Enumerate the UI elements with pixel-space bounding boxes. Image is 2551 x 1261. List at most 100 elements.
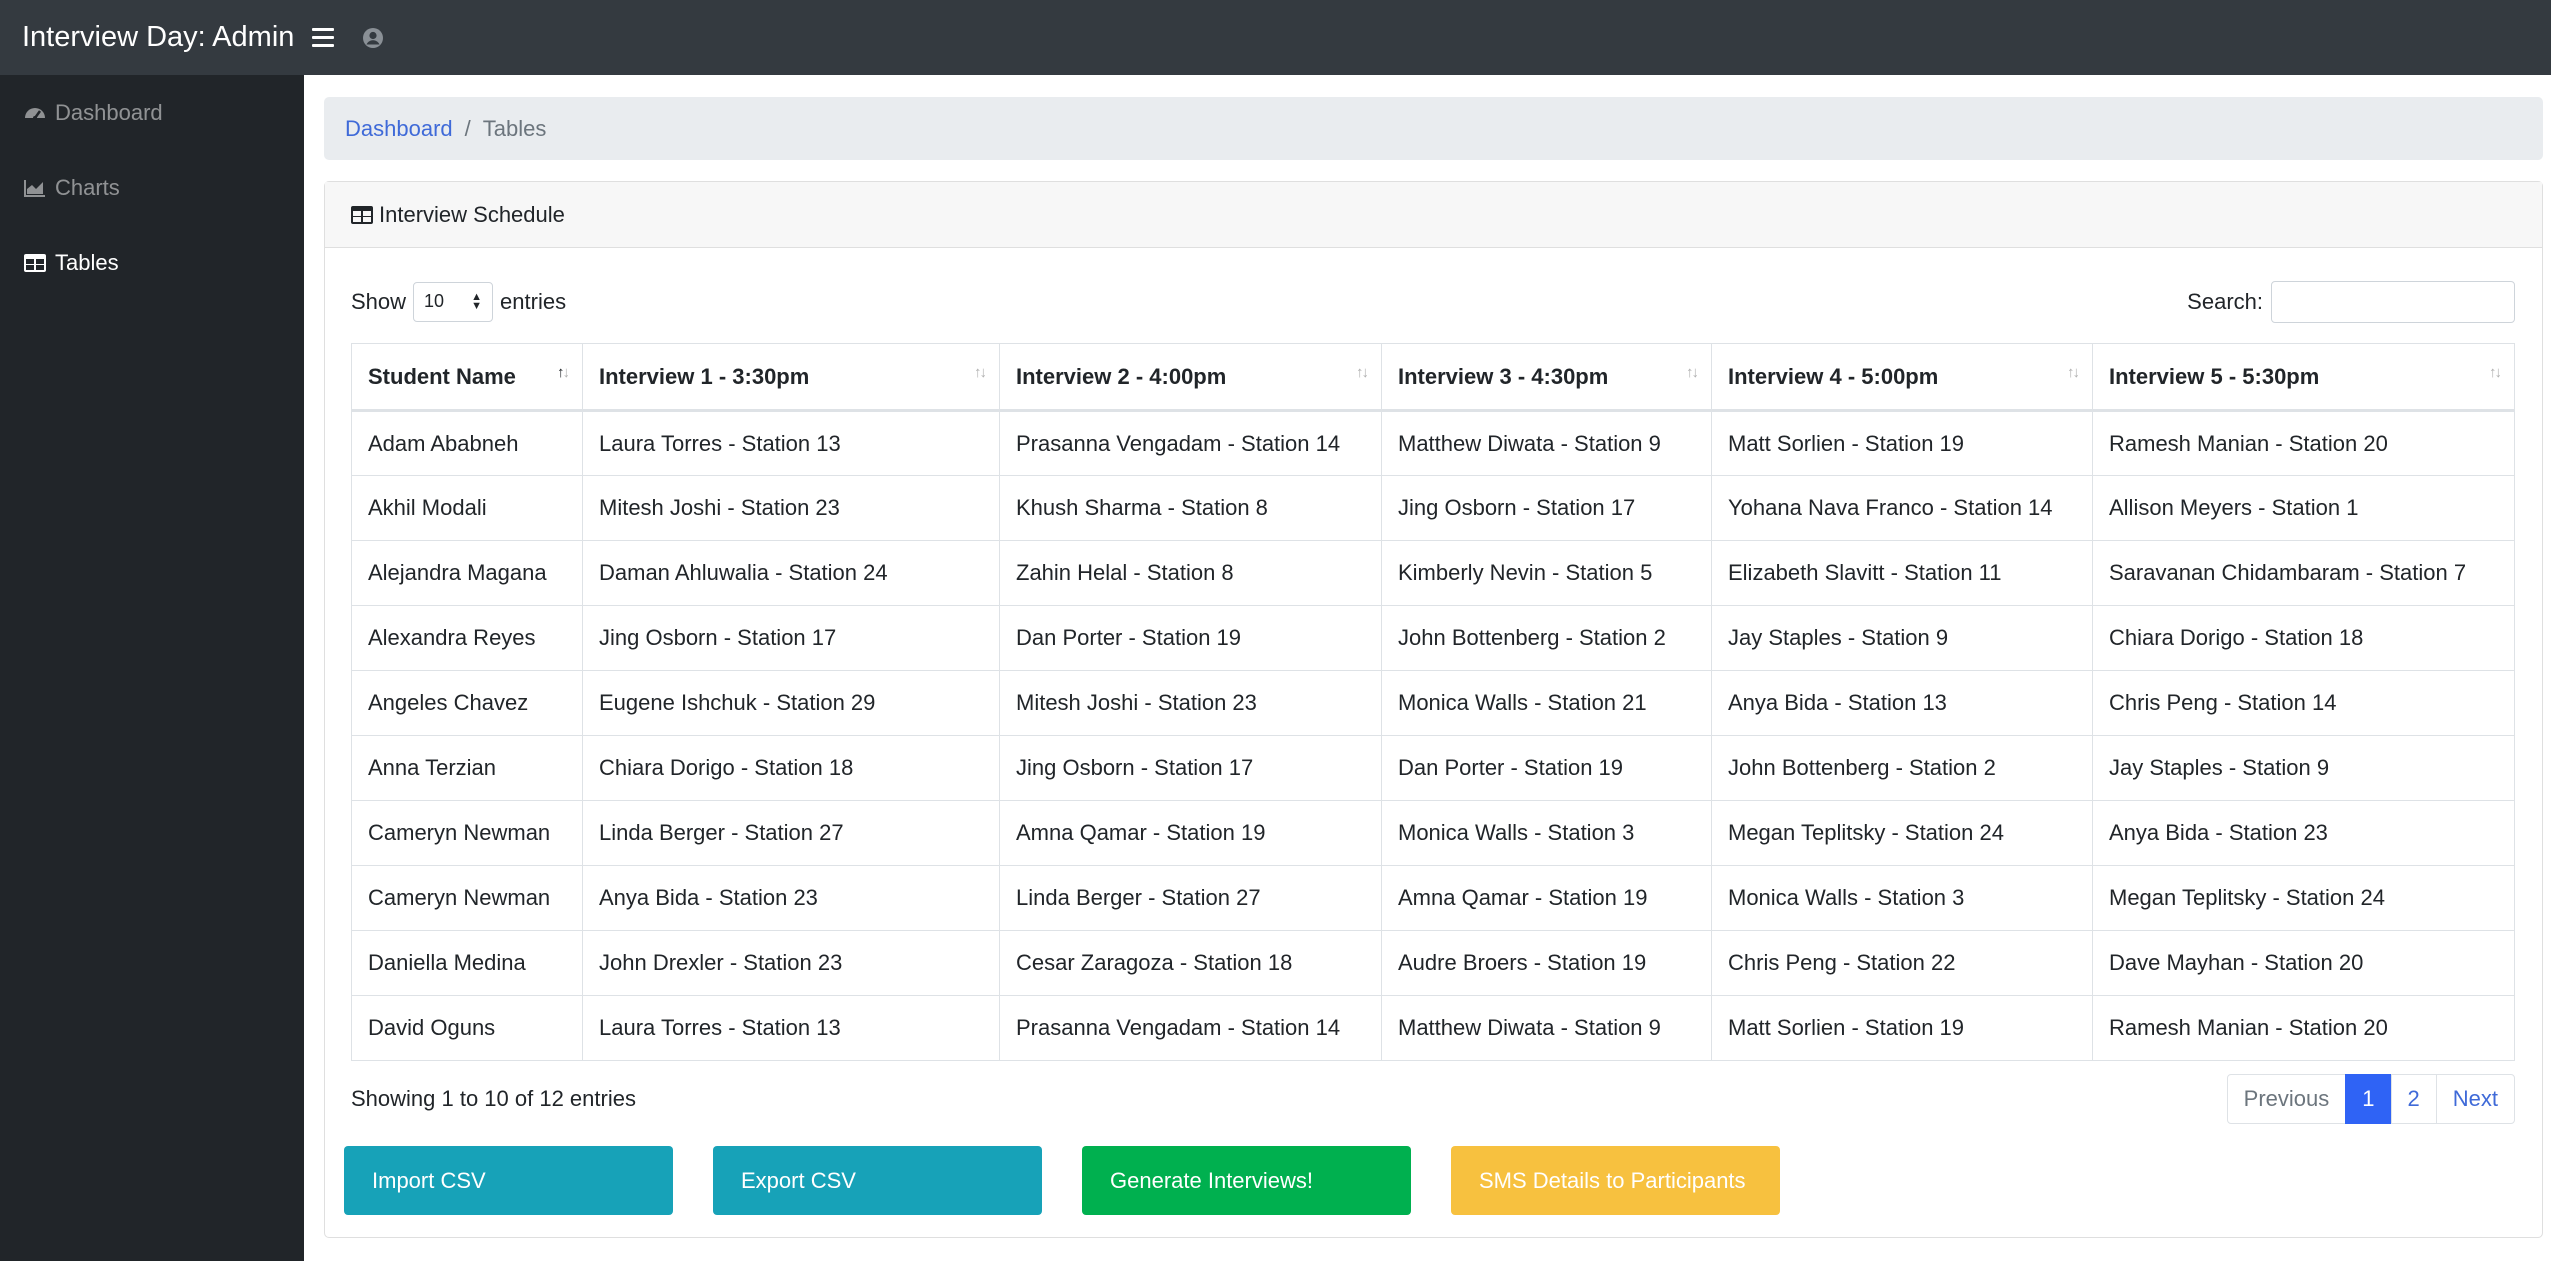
table-cell: Dan Porter - Station 19 xyxy=(999,605,1382,671)
table-cell: Jay Staples - Station 9 xyxy=(1711,605,2093,671)
table-cell: John Drexler - Station 23 xyxy=(582,930,1000,996)
export-csv-button[interactable]: Export CSV xyxy=(713,1146,1042,1215)
page-2-button[interactable]: 2 xyxy=(2390,1073,2437,1124)
table-cell: Prasanna Vengadam - Station 14 xyxy=(999,410,1382,476)
table-cell: Jing Osborn - Station 17 xyxy=(582,605,1000,671)
table-cell: Jing Osborn - Station 17 xyxy=(999,735,1382,801)
table-cell: Linda Berger - Station 27 xyxy=(582,800,1000,866)
table-footer: Showing 1 to 10 of 12 entries Previous 1… xyxy=(351,1073,2515,1124)
column-header-interview-4[interactable]: Interview 4 - 5:00pm ↑↓ xyxy=(1711,343,2093,412)
table-cell: Matt Sorlien - Station 19 xyxy=(1711,995,2093,1061)
table-cell: Mitesh Joshi - Station 23 xyxy=(999,670,1382,736)
table-cell: Anna Terzian xyxy=(351,735,583,801)
card-header: Interview Schedule xyxy=(325,182,2542,248)
table-icon xyxy=(351,205,373,225)
table-header-row: Student Name ↑↓ Interview 1 - 3:30pm ↑↓ In… xyxy=(351,343,2515,412)
sidebar-item-tables[interactable]: Tables xyxy=(0,225,304,300)
table-cell: Matthew Diwata - Station 9 xyxy=(1381,410,1712,476)
breadcrumb-link-dashboard[interactable]: Dashboard xyxy=(345,115,453,141)
table-cell: Monica Walls - Station 3 xyxy=(1711,865,2093,931)
import-csv-button[interactable]: Import CSV xyxy=(344,1146,673,1215)
table-cell: Laura Torres - Station 13 xyxy=(582,410,1000,476)
table-cell: Cameryn Newman xyxy=(351,865,583,931)
table-row: Angeles Chavez Eugene Ishchuk - Station … xyxy=(351,670,2515,736)
sms-details-button[interactable]: SMS Details to Participants xyxy=(1451,1146,1780,1215)
table-row: Adam Ababneh Laura Torres - Station 13 P… xyxy=(351,410,2515,476)
sort-icon: ↑↓ xyxy=(2489,364,2502,381)
table-cell: David Oguns xyxy=(351,995,583,1061)
table-cell: Adam Ababneh xyxy=(351,410,583,476)
table-cell: John Bottenberg - Station 2 xyxy=(1711,735,2093,801)
menu-toggle-icon[interactable] xyxy=(312,28,335,47)
column-header-interview-1[interactable]: Interview 1 - 3:30pm ↑↓ xyxy=(582,343,1000,412)
table-cell: Prasanna Vengadam - Station 14 xyxy=(999,995,1382,1061)
card-body: Show 10 ▲ ▼ entries Search: Student Name ↑… xyxy=(325,248,2542,1215)
sort-icon: ↑↓ xyxy=(1356,364,1369,381)
table-cell: Monica Walls - Station 21 xyxy=(1381,670,1712,736)
table-cell: Megan Teplitsky - Station 24 xyxy=(1711,800,2093,866)
app-title[interactable]: Interview Day: Admin xyxy=(22,21,295,53)
table-cell: Ramesh Manian - Station 20 xyxy=(2092,410,2515,476)
column-header-student-name[interactable]: Student Name ↑↓ xyxy=(351,343,583,412)
main-content: Dashboard / Tables Interview Schedule Sh… xyxy=(304,75,2551,1261)
sort-icon: ↑↓ xyxy=(2067,364,2080,381)
table-cell: Elizabeth Slavitt - Station 11 xyxy=(1711,540,2093,606)
table-cell: Amna Qamar - Station 19 xyxy=(1381,865,1712,931)
table-cell: Chris Peng - Station 14 xyxy=(2092,670,2515,736)
table-cell: Matt Sorlien - Station 19 xyxy=(1711,410,2093,476)
table-cell: Monica Walls - Station 3 xyxy=(1381,800,1712,866)
entries-value: 10 xyxy=(424,291,445,311)
sidebar-item-charts[interactable]: Charts xyxy=(0,150,304,225)
table-row: Cameryn Newman Linda Berger - Station 27… xyxy=(351,800,2515,866)
search-label: Search: xyxy=(2187,288,2263,314)
generate-interviews-button[interactable]: Generate Interviews! xyxy=(1082,1146,1411,1215)
table-row: Anna Terzian Chiara Dorigo - Station 18 … xyxy=(351,735,2515,801)
top-navbar: Interview Day: Admin xyxy=(0,0,2551,75)
sort-asc-icon: ↑↓ xyxy=(557,364,570,381)
table-row: Alexandra Reyes Jing Osborn - Station 17… xyxy=(351,605,2515,671)
table-cell: Jay Staples - Station 9 xyxy=(2092,735,2515,801)
sidebar-item-dashboard[interactable]: Dashboard xyxy=(0,75,304,150)
table-row: Daniella Medina John Drexler - Station 2… xyxy=(351,930,2515,996)
card-title: Interview Schedule xyxy=(379,201,565,227)
sidebar: Dashboard Charts Tables xyxy=(0,75,304,1261)
table-cell: Cesar Zaragoza - Station 18 xyxy=(999,930,1382,996)
next-page-button[interactable]: Next xyxy=(2435,1073,2515,1124)
entries-label: entries xyxy=(500,288,567,314)
table-cell: Khush Sharma - Station 8 xyxy=(999,475,1382,541)
table-row: Akhil Modali Mitesh Joshi - Station 23 K… xyxy=(351,475,2515,541)
show-entries: Show 10 ▲ ▼ entries xyxy=(351,281,567,322)
table-cell: Daman Ahluwalia - Station 24 xyxy=(582,540,1000,606)
table-controls: Show 10 ▲ ▼ entries Search: xyxy=(351,248,2515,343)
pagination: Previous 1 2 Next xyxy=(2226,1073,2515,1124)
table-cell: Anya Bida - Station 23 xyxy=(2092,800,2515,866)
breadcrumb-current: Tables xyxy=(482,115,547,141)
table-cell: Chiara Dorigo - Station 18 xyxy=(2092,605,2515,671)
table-cell: Dave Mayhan - Station 20 xyxy=(2092,930,2515,996)
table-cell: Alejandra Magana xyxy=(351,540,583,606)
table-row: Cameryn Newman Anya Bida - Station 23 Li… xyxy=(351,865,2515,931)
table-row: David Oguns Laura Torres - Station 13 Pr… xyxy=(351,995,2515,1061)
table-info: Showing 1 to 10 of 12 entries xyxy=(351,1085,636,1111)
breadcrumb: Dashboard / Tables xyxy=(324,97,2543,160)
table-cell: Ramesh Manian - Station 20 xyxy=(2092,995,2515,1061)
previous-page-button[interactable]: Previous xyxy=(2226,1073,2347,1124)
show-label: Show xyxy=(351,288,407,314)
column-header-interview-2[interactable]: Interview 2 - 4:00pm ↑↓ xyxy=(999,343,1382,412)
action-buttons: Import CSV Export CSV Generate Interview… xyxy=(344,1146,2515,1215)
user-circle-icon[interactable] xyxy=(362,27,384,49)
table-cell: Jing Osborn - Station 17 xyxy=(1381,475,1712,541)
table-cell: Kimberly Nevin - Station 5 xyxy=(1381,540,1712,606)
table-cell: Allison Meyers - Station 1 xyxy=(2092,475,2515,541)
area-chart-icon xyxy=(23,177,47,199)
table-cell: Anya Bida - Station 23 xyxy=(582,865,1000,931)
sidebar-item-label: Charts xyxy=(55,174,120,200)
table-cell: Saravanan Chidambaram - Station 7 xyxy=(2092,540,2515,606)
column-header-interview-3[interactable]: Interview 3 - 4:30pm ↑↓ xyxy=(1381,343,1712,412)
table-cell: Angeles Chavez xyxy=(351,670,583,736)
search-input[interactable] xyxy=(2271,280,2515,323)
table-cell: John Bottenberg - Station 2 xyxy=(1381,605,1712,671)
page-1-button[interactable]: 1 xyxy=(2345,1073,2392,1124)
entries-per-page-select[interactable]: 10 ▲ ▼ xyxy=(413,281,494,322)
column-header-interview-5[interactable]: Interview 5 - 5:30pm ↑↓ xyxy=(2092,343,2515,412)
